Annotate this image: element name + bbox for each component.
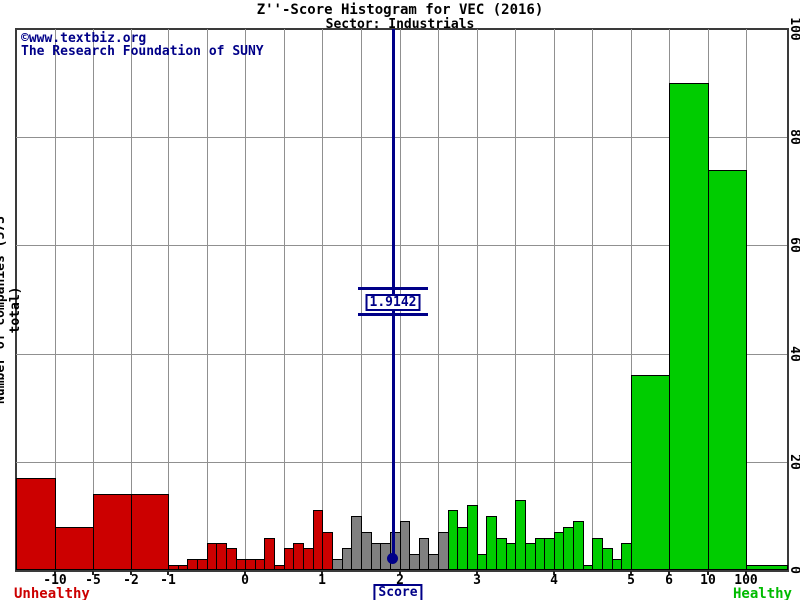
x-tick-mark	[244, 571, 246, 575]
marker-label: 1.9142	[365, 294, 421, 311]
x-axis-title: Score	[373, 584, 423, 600]
histogram-bar	[669, 83, 709, 570]
x-tick-label: 3	[473, 573, 481, 588]
x-tick-mark	[167, 571, 169, 575]
x-tick-label: 10	[700, 573, 716, 588]
y-tick-label: 60	[787, 237, 800, 253]
gridline-vertical	[592, 29, 593, 570]
gridline-vertical	[168, 29, 169, 570]
gridline-vertical	[245, 29, 246, 570]
y-tick-label: 80	[787, 129, 800, 145]
healthy-zone-label: Healthy	[732, 586, 792, 600]
gridline-vertical	[477, 29, 478, 570]
x-tick-mark	[707, 571, 709, 575]
gridline-vertical	[631, 29, 632, 570]
marker-crossbar	[358, 287, 428, 290]
x-tick-label: -5	[85, 573, 101, 588]
x-tick-mark	[476, 571, 478, 575]
gridline-vertical	[361, 29, 362, 570]
histogram-bar	[322, 532, 333, 570]
gridline-vertical	[284, 29, 285, 570]
gridline-horizontal	[16, 245, 787, 246]
gridline-vertical	[554, 29, 555, 570]
marker-crossbar	[358, 313, 428, 316]
x-tick-label: 4	[550, 573, 558, 588]
x-tick-label: 100	[734, 573, 758, 588]
unhealthy-zone-label: Unhealthy	[14, 586, 90, 600]
gridline-vertical	[322, 29, 323, 570]
x-tick-mark	[668, 571, 670, 575]
x-tick-mark	[92, 571, 94, 575]
gridline-vertical	[55, 29, 56, 570]
histogram-bar	[631, 375, 670, 570]
watermark-url: ©www.textbiz.org	[21, 31, 147, 46]
plot-area-border	[15, 28, 789, 572]
x-tick-label: -1	[160, 573, 176, 588]
watermark-org: The Research Foundation of SUNY	[21, 44, 264, 59]
gridline-horizontal	[16, 137, 787, 138]
histogram-bar	[746, 565, 788, 570]
histogram-bar	[264, 538, 275, 570]
histogram-bar	[467, 505, 478, 570]
x-tick-label: 6	[665, 573, 673, 588]
x-tick-label: -10	[43, 573, 67, 588]
chart-title: Z''-Score Histogram for VEC (2016)	[256, 2, 544, 18]
y-tick-label: 100	[787, 17, 800, 41]
gridline-vertical	[93, 29, 94, 570]
x-tick-label: 5	[627, 573, 635, 588]
histogram-bar	[131, 494, 169, 570]
marker-dot	[387, 553, 398, 564]
histogram-bar	[55, 527, 94, 570]
histogram-bar	[573, 521, 584, 570]
x-tick-mark	[630, 571, 632, 575]
gridline-vertical	[515, 29, 516, 570]
y-tick-label: 20	[787, 454, 800, 470]
x-tick-mark	[130, 571, 132, 575]
y-axis-title: Number of companies (573 total)	[0, 216, 23, 404]
x-tick-label: 0	[241, 573, 249, 588]
histogram-bar	[400, 521, 410, 570]
x-tick-label: 1	[318, 573, 326, 588]
gridline-vertical	[438, 29, 439, 570]
y-tick-label: 0	[787, 566, 800, 574]
histogram-bar	[708, 170, 747, 570]
gridline-vertical	[207, 29, 208, 570]
x-tick-label: 2	[396, 573, 404, 588]
gridline-horizontal	[16, 354, 787, 355]
gridline-horizontal	[16, 462, 787, 463]
x-tick-mark	[321, 571, 323, 575]
gridline-vertical	[131, 29, 132, 570]
x-tick-mark	[54, 571, 56, 575]
x-tick-mark	[399, 571, 401, 575]
histogram-bar	[16, 478, 56, 570]
marker-line	[392, 29, 395, 558]
y-tick-label: 40	[787, 346, 800, 362]
x-tick-mark	[553, 571, 555, 575]
histogram-bar	[515, 500, 526, 570]
histogram-bar	[93, 494, 132, 570]
x-tick-label: -2	[123, 573, 139, 588]
x-tick-mark	[745, 571, 747, 575]
